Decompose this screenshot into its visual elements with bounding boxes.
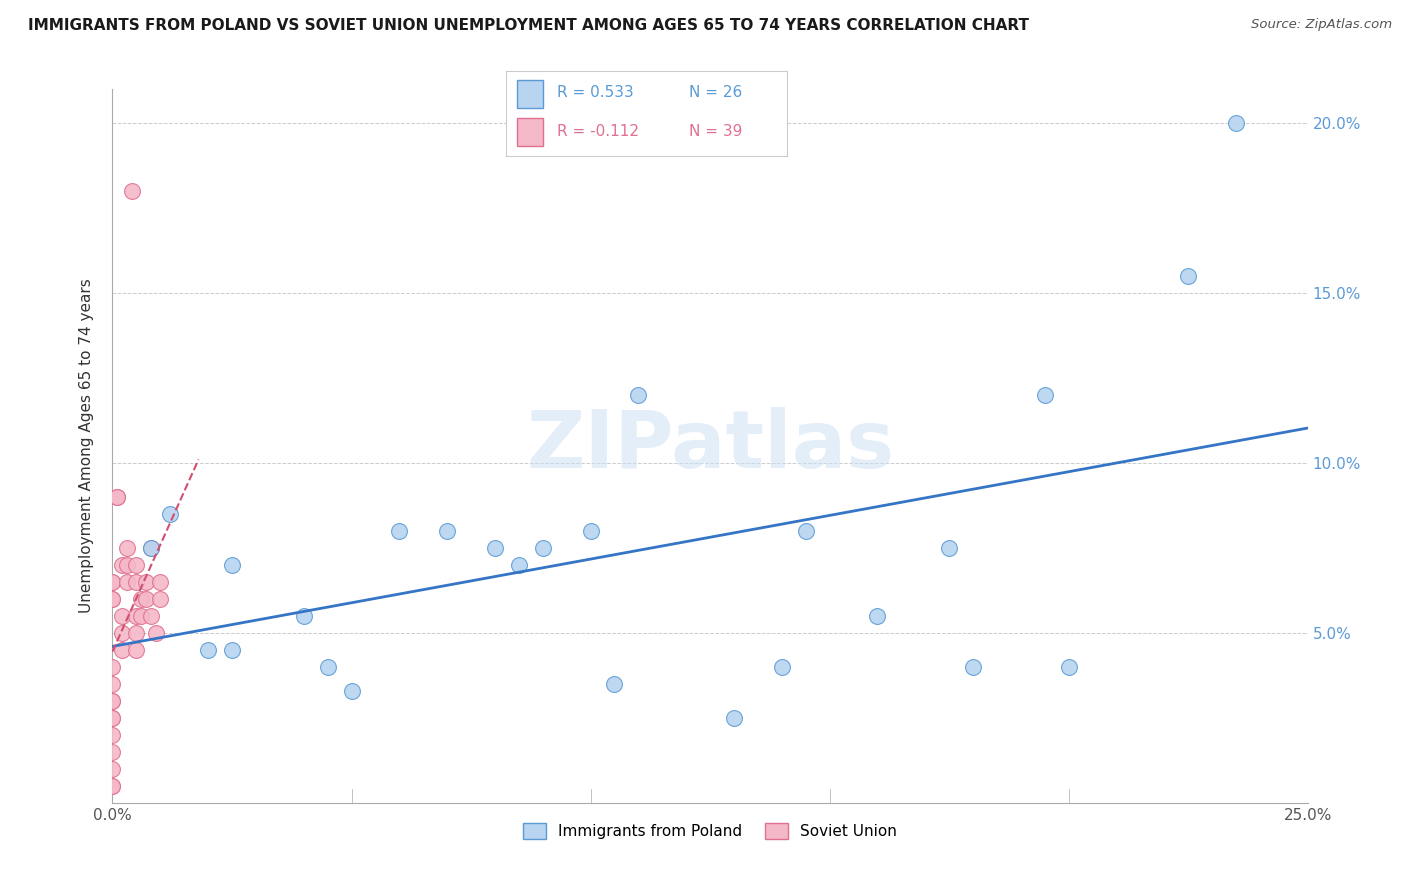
Text: N = 39: N = 39 (689, 124, 742, 139)
Text: R = -0.112: R = -0.112 (557, 124, 638, 139)
Point (135, 574, 157, 589)
Point (794, 524, 817, 538)
Point (101, 779, 124, 793)
Point (340, 683, 363, 698)
Point (1177, 269, 1199, 284)
Text: ZIPatlas: ZIPatlas (526, 407, 894, 485)
Point (101, 574, 124, 589)
Point (1225, 116, 1247, 130)
Point (115, 558, 138, 572)
FancyBboxPatch shape (517, 80, 543, 108)
Point (101, 574, 124, 589)
FancyBboxPatch shape (517, 118, 543, 146)
Text: R = 0.533: R = 0.533 (557, 85, 634, 100)
Point (388, 524, 411, 538)
Point (111, 626, 134, 640)
Point (101, 694, 124, 708)
Point (125, 626, 148, 640)
Point (139, 541, 162, 555)
Point (292, 608, 315, 623)
Point (101, 711, 124, 725)
Point (111, 608, 134, 623)
Point (125, 574, 148, 589)
Point (105, 490, 128, 504)
Text: IMMIGRANTS FROM POLAND VS SOVIET UNION UNEMPLOYMENT AMONG AGES 65 TO 74 YEARS CO: IMMIGRANTS FROM POLAND VS SOVIET UNION U… (28, 18, 1029, 33)
Point (149, 591, 172, 606)
Point (1057, 660, 1080, 674)
Point (121, 184, 143, 198)
Point (221, 643, 243, 657)
Point (579, 524, 602, 538)
Point (101, 745, 124, 759)
Point (135, 591, 157, 606)
Point (125, 608, 148, 623)
Point (111, 558, 134, 572)
Point (101, 660, 124, 674)
Point (316, 660, 339, 674)
Y-axis label: Unemployment Among Ages 65 to 74 years: Unemployment Among Ages 65 to 74 years (79, 278, 94, 614)
Point (1033, 388, 1056, 402)
Point (508, 558, 530, 572)
Point (139, 608, 162, 623)
Point (101, 694, 124, 708)
Point (603, 677, 626, 691)
Point (101, 728, 124, 742)
Point (101, 591, 124, 606)
Point (101, 762, 124, 776)
Point (115, 574, 138, 589)
Point (197, 643, 219, 657)
Point (531, 541, 554, 555)
Point (159, 507, 181, 521)
Point (149, 574, 172, 589)
Point (938, 541, 960, 555)
Point (962, 660, 984, 674)
Point (723, 711, 745, 725)
Point (139, 541, 162, 555)
Point (770, 660, 793, 674)
Point (101, 591, 124, 606)
Text: N = 26: N = 26 (689, 85, 742, 100)
Point (115, 541, 138, 555)
Point (627, 388, 650, 402)
Point (866, 608, 889, 623)
Text: Source: ZipAtlas.com: Source: ZipAtlas.com (1251, 18, 1392, 31)
Point (101, 779, 124, 793)
Point (145, 626, 167, 640)
Point (436, 524, 458, 538)
Point (125, 558, 148, 572)
Point (484, 541, 506, 555)
Legend: Immigrants from Poland, Soviet Union: Immigrants from Poland, Soviet Union (517, 817, 903, 845)
Point (129, 591, 152, 606)
Point (105, 490, 128, 504)
Point (221, 558, 243, 572)
Point (101, 677, 124, 691)
Point (111, 643, 134, 657)
Point (125, 643, 148, 657)
Point (101, 711, 124, 725)
Point (129, 608, 152, 623)
